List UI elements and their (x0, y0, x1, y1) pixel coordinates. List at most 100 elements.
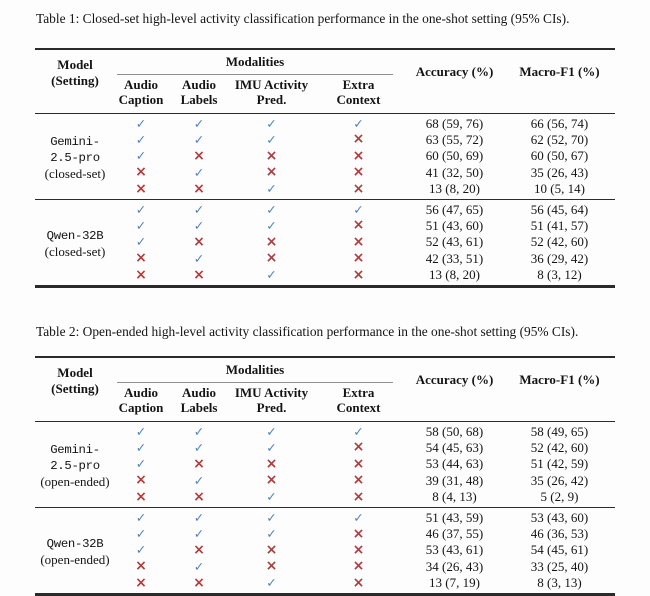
cross-icon: × (265, 250, 278, 267)
modality-cell: × (231, 472, 312, 488)
modality-cell: × (312, 526, 405, 542)
check-icon: ✓ (266, 489, 277, 505)
macro-f1-cell: 53 (43, 60) (530, 510, 589, 526)
accuracy-cell: 8 (4, 13) (432, 489, 477, 505)
modality-cell: ✓ (115, 114, 167, 132)
table-row: × ✓ × × 39 (31, 48) 35 (26, 42) (35, 472, 615, 488)
modality-cell: ✓ (115, 508, 167, 526)
model-setting-cell: Gemini- 2.5-pro (closed-set) (35, 114, 115, 200)
cross-icon: × (265, 472, 278, 489)
cross-icon: × (352, 439, 365, 456)
accuracy-cell: 13 (8, 20) (429, 267, 480, 283)
modality-cell: × (312, 164, 405, 180)
modality-cell: ✓ (231, 114, 312, 132)
cross-icon: × (352, 217, 365, 234)
model-header-line1: Model (57, 365, 93, 381)
col-header-macro-f1: Macro-F1 (%) (519, 64, 600, 79)
modality-cell: × (167, 267, 231, 287)
check-icon: ✓ (266, 116, 277, 131)
modality-cell: ✓ (115, 542, 167, 558)
macro-f1-cell: 35 (26, 43) (530, 164, 589, 180)
cross-icon: × (193, 266, 205, 283)
modality-cell: × (231, 558, 312, 574)
modality-cell: × (312, 456, 405, 472)
model-name: 2.5-pro (50, 458, 100, 473)
check-icon: ✓ (266, 202, 277, 218)
check-icon: ✓ (135, 456, 147, 472)
accuracy-cell: 39 (31, 48) (425, 472, 484, 488)
cross-icon: × (265, 455, 278, 472)
modality-cell: × (312, 131, 405, 147)
check-icon: ✓ (193, 472, 205, 488)
col-header-accuracy: Accuracy (%) (415, 372, 494, 388)
cross-icon: × (352, 541, 365, 558)
check-icon: ✓ (193, 217, 205, 233)
modality-cell: ✓ (167, 508, 231, 526)
col-header-extra-context: Extra Context (336, 77, 381, 107)
cross-icon: × (352, 147, 365, 164)
table-1-group-qwen: Qwen-32B (closed-set) ✓ ✓ ✓ ✓ 56 (47, 65) 56 (4… (35, 199, 615, 287)
check-icon: ✓ (266, 181, 277, 197)
check-icon: ✓ (135, 116, 147, 131)
macro-f1-cell: 66 (56, 74) (530, 116, 589, 131)
modality-cell: × (312, 148, 405, 164)
cross-icon: × (135, 472, 147, 489)
check-icon: ✓ (135, 217, 147, 233)
check-icon: ✓ (193, 202, 205, 218)
modality-cell: ✓ (115, 217, 167, 233)
accuracy-cell: 13 (8, 20) (429, 181, 480, 197)
col-header-modalities: Modalities (115, 49, 405, 75)
modality-cell: ✓ (167, 558, 231, 574)
modality-cell: ✓ (115, 439, 167, 455)
modality-cell: × (312, 558, 405, 574)
modality-cell: ✓ (167, 526, 231, 542)
table-row: ✓ × × × 52 (43, 61) 52 (42, 60) (35, 234, 615, 250)
modality-cell: × (115, 164, 167, 180)
modality-cell: ✓ (115, 131, 167, 147)
cross-icon: × (352, 525, 365, 542)
macro-f1-cell: 35 (26, 42) (530, 472, 589, 488)
cross-icon: × (135, 180, 147, 197)
modality-cell: ✓ (312, 508, 405, 526)
modality-cell: ✓ (231, 526, 312, 542)
macro-f1-cell: 8 (3, 12) (537, 267, 582, 283)
col-header-macro-f1: Macro-F1 (%) (519, 372, 600, 388)
col-header-audio-labels: Audio Labels (180, 77, 218, 107)
modality-cell: × (167, 456, 231, 472)
table-row: ✓ × × × 60 (50, 69) 60 (50, 67) (35, 148, 615, 164)
table-row: × ✓ × × 42 (33, 51) 36 (29, 42) (35, 250, 615, 266)
check-icon: ✓ (135, 234, 147, 250)
accuracy-cell: 60 (50, 69) (425, 148, 484, 164)
macro-f1-cell: 58 (49, 65) (530, 424, 589, 440)
modality-cell: × (167, 575, 231, 595)
modality-cell: × (231, 250, 312, 266)
model-name: Gemini- (50, 134, 100, 149)
check-icon: ✓ (266, 526, 277, 541)
modality-cell: ✓ (312, 422, 405, 440)
cross-icon: × (352, 180, 365, 197)
modality-cell: × (231, 234, 312, 250)
cross-icon: × (135, 266, 147, 283)
accuracy-cell: 42 (33, 51) (425, 250, 484, 266)
cross-icon: × (265, 541, 278, 558)
modality-cell: ✓ (231, 575, 312, 595)
check-icon: ✓ (193, 510, 205, 526)
check-icon: ✓ (135, 131, 147, 147)
table-row: Qwen-32B (closed-set) ✓ ✓ ✓ ✓ 56 (47, 65) 56 (4… (35, 200, 615, 259)
modality-cell: × (115, 558, 167, 574)
cross-icon: × (265, 164, 278, 181)
table-1-group-gemini: Gemini- 2.5-pro (closed-set) ✓ ✓ ✓ ✓ 68 (59, 76… (35, 113, 615, 200)
modality-cell: ✓ (312, 200, 405, 218)
model-name: Qwen-32B (46, 536, 104, 551)
cross-icon: × (193, 455, 205, 472)
accuracy-cell: 13 (7, 19) (429, 575, 480, 591)
model-header-line2: (Setting) (51, 73, 99, 88)
modality-cell: × (312, 234, 405, 250)
check-icon: ✓ (353, 116, 364, 131)
col-header-extra-context: Extra Context (336, 385, 381, 415)
table-2-group-qwen: Qwen-32B (open-ended) ✓ ✓ ✓ ✓ 51 (43, 59) 53 (4… (35, 507, 615, 595)
check-icon: ✓ (266, 267, 277, 283)
cross-icon: × (193, 574, 205, 591)
modality-cell: × (312, 472, 405, 488)
cross-icon: × (193, 233, 205, 250)
